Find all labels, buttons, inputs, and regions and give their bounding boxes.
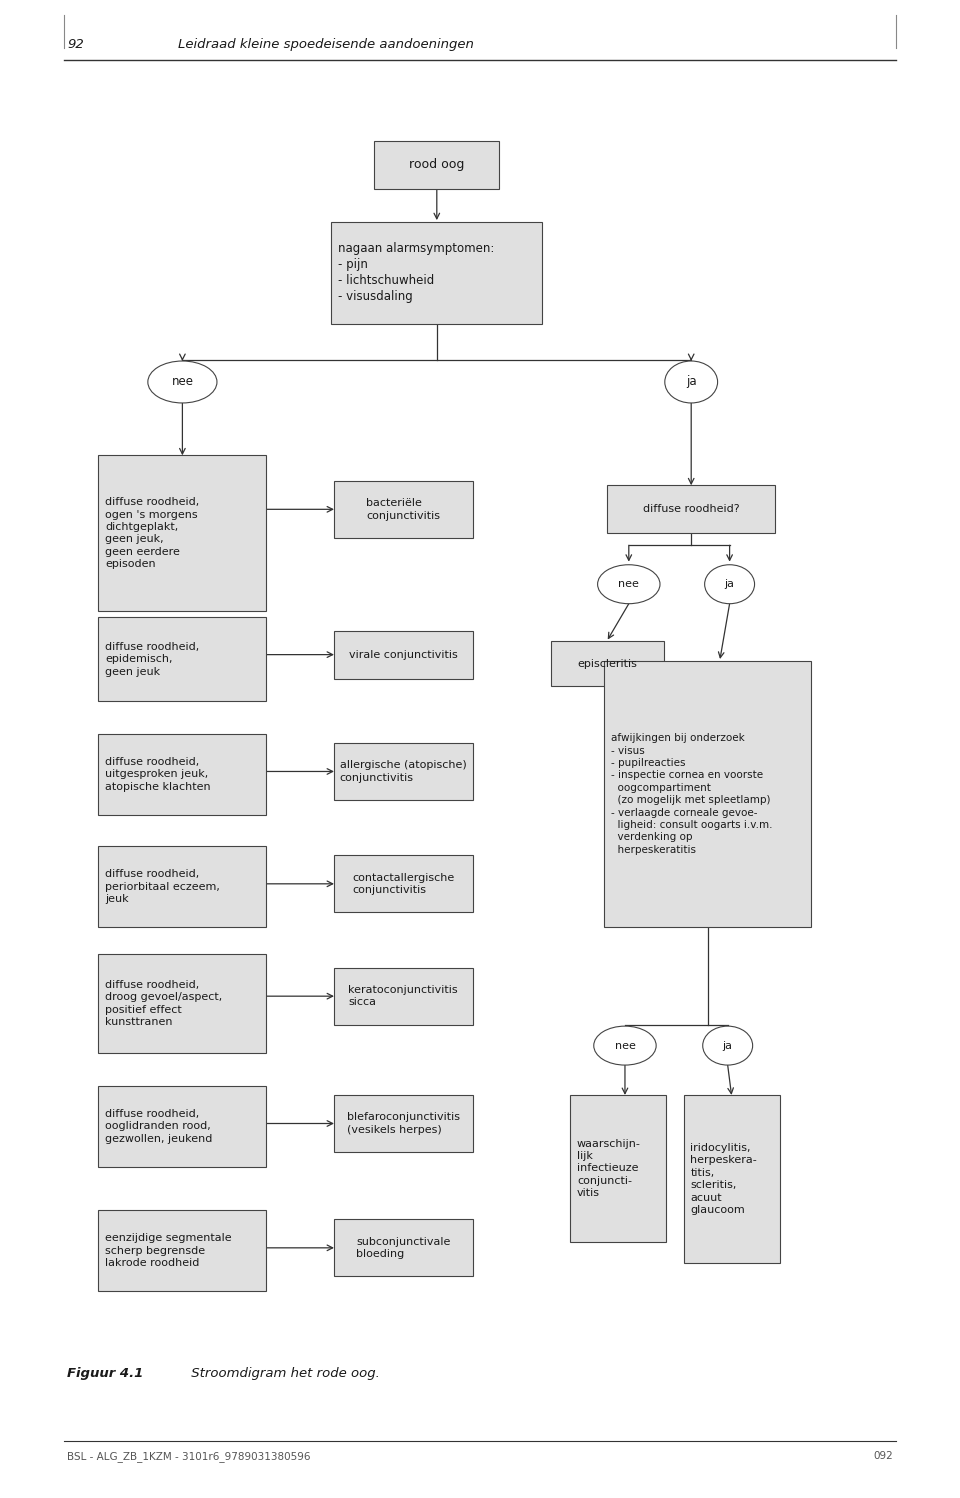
Ellipse shape	[664, 361, 717, 403]
Text: diffuse roodheid,
ooglidranden rood,
gezwollen, jeukend: diffuse roodheid, ooglidranden rood, gez…	[106, 1109, 212, 1144]
Bar	[570, 1095, 666, 1242]
Text: diffuse roodheid,
droog gevoel/aspect,
positief effect
kunsttranen: diffuse roodheid, droog gevoel/aspect, p…	[106, 980, 223, 1028]
Text: nagaan alarmsymptomen:
- pijn
- lichtschuwheid
- visusdaling: nagaan alarmsymptomen: - pijn - lichtsch…	[338, 243, 494, 303]
Bar	[99, 954, 266, 1053]
Bar	[99, 1210, 266, 1291]
Text: iridocylitis,
herpeskera-
titis,
scleritis,
acuut
glaucoom: iridocylitis, herpeskera- titis, sclerit…	[690, 1143, 757, 1215]
Text: keratoconjunctivitis
sicca: keratoconjunctivitis sicca	[348, 986, 458, 1007]
Text: afwijkingen bij onderzoek
- visus
- pupilreacties
- inspectie cornea en voorste
: afwijkingen bij onderzoek - visus - pupi…	[611, 733, 773, 855]
Bar	[99, 455, 266, 611]
Bar	[334, 1095, 472, 1152]
Bar	[99, 734, 266, 815]
Ellipse shape	[703, 1026, 753, 1065]
Text: 92: 92	[67, 39, 84, 51]
Bar	[684, 1095, 780, 1263]
Ellipse shape	[705, 565, 755, 604]
Bar	[334, 481, 472, 538]
Bar	[334, 743, 472, 800]
Text: diffuse roodheid,
ogen 's morgens
dichtgeplakt,
geen jeuk,
geen eerdere
episoden: diffuse roodheid, ogen 's morgens dichtg…	[106, 497, 200, 569]
Ellipse shape	[597, 565, 660, 604]
Text: allergische (atopische)
conjunctivitis: allergische (atopische) conjunctivitis	[340, 761, 467, 782]
Bar	[99, 846, 266, 927]
Bar	[99, 617, 266, 701]
Text: diffuse roodheid,
epidemisch,
geen jeuk: diffuse roodheid, epidemisch, geen jeuk	[106, 641, 200, 677]
Text: ja: ja	[723, 1041, 732, 1050]
Bar	[605, 661, 810, 927]
Bar	[334, 631, 472, 679]
Text: 092: 092	[873, 1452, 893, 1461]
Bar	[331, 222, 542, 324]
Text: episcleritis: episcleritis	[578, 659, 637, 668]
Text: diffuse roodheid?: diffuse roodheid?	[643, 505, 739, 514]
Text: nee: nee	[614, 1041, 636, 1050]
Text: contactallergische
conjunctivitis: contactallergische conjunctivitis	[352, 873, 454, 894]
Text: diffuse roodheid,
periorbitaal eczeem,
jeuk: diffuse roodheid, periorbitaal eczeem, j…	[106, 869, 220, 905]
Text: diffuse roodheid,
uitgesproken jeuk,
atopische klachten: diffuse roodheid, uitgesproken jeuk, ato…	[106, 756, 211, 792]
Text: Figuur 4.1: Figuur 4.1	[67, 1368, 144, 1380]
Text: bacteriële
conjunctivitis: bacteriële conjunctivitis	[366, 499, 441, 520]
Bar	[551, 641, 664, 686]
Text: nee: nee	[172, 376, 193, 388]
Bar	[374, 141, 499, 189]
Text: blefaroconjunctivitis
(vesikels herpes): blefaroconjunctivitis (vesikels herpes)	[347, 1113, 460, 1134]
Text: virale conjunctivitis: virale conjunctivitis	[348, 650, 458, 659]
Bar	[334, 1219, 472, 1276]
Text: ja: ja	[725, 580, 734, 589]
Bar	[99, 1086, 266, 1167]
Bar	[334, 968, 472, 1025]
Text: rood oog: rood oog	[409, 159, 465, 171]
Text: subconjunctivale
bloeding: subconjunctivale bloeding	[356, 1237, 450, 1258]
Bar	[607, 485, 775, 533]
Text: Stroomdigram het rode oog.: Stroomdigram het rode oog.	[187, 1368, 380, 1380]
Text: ja: ja	[685, 376, 697, 388]
Ellipse shape	[148, 361, 217, 403]
Text: waarschijn-
lijk
infectieuze
conjuncti-
vitis: waarschijn- lijk infectieuze conjuncti- …	[577, 1138, 641, 1198]
Text: BSL - ALG_ZB_1KZM - 3101r6_9789031380596: BSL - ALG_ZB_1KZM - 3101r6_9789031380596	[67, 1450, 311, 1462]
Text: eenzijdige segmentale
scherp begrensde
lakrode roodheid: eenzijdige segmentale scherp begrensde l…	[106, 1233, 231, 1269]
Bar	[334, 855, 472, 912]
Text: nee: nee	[618, 580, 639, 589]
Ellipse shape	[593, 1026, 657, 1065]
Text: Leidraad kleine spoedeisende aandoeningen: Leidraad kleine spoedeisende aandoeninge…	[178, 39, 473, 51]
